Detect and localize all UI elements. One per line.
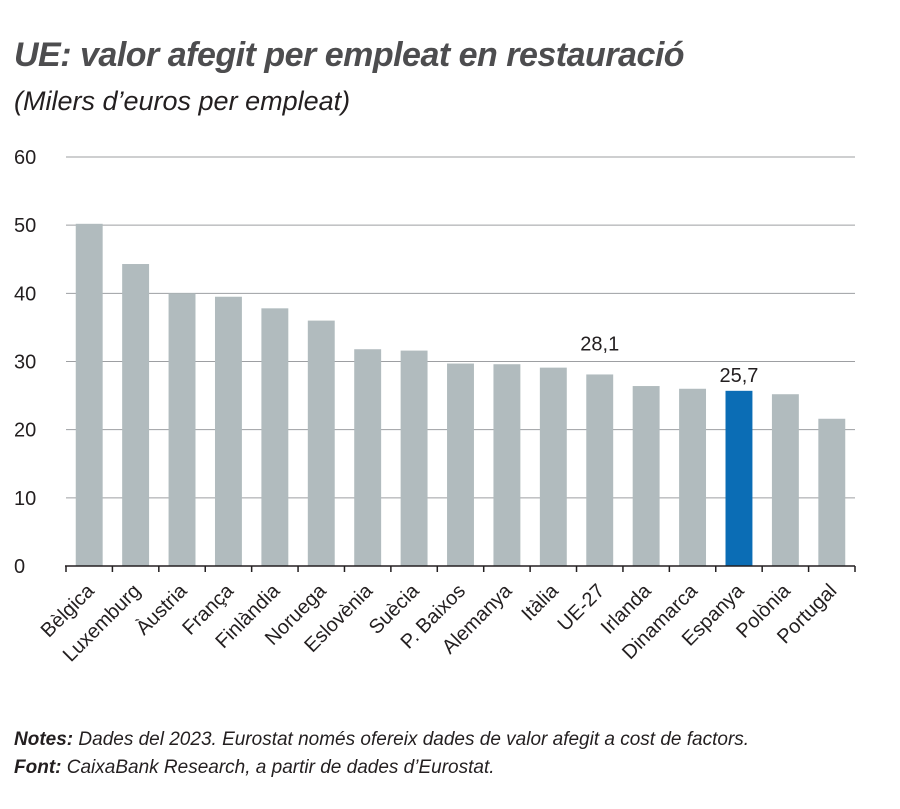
bar-chart: 0102030405060BèlgicaLuxemburgÀustriaFran…: [14, 147, 856, 666]
bar: [75, 223, 103, 566]
bar: [771, 394, 799, 566]
bar: [400, 350, 428, 566]
bar: [354, 349, 382, 566]
source-text: CaixaBank Research, a partir de dades d’…: [61, 757, 495, 778]
bar: [214, 296, 242, 566]
bar: [818, 418, 846, 566]
bar: [307, 320, 335, 566]
y-tick-label: 20: [14, 420, 36, 442]
source-line: Font: CaixaBank Research, a partir de da…: [14, 754, 749, 782]
bar: [679, 388, 707, 566]
y-tick-label: 60: [14, 147, 36, 169]
bar: [539, 367, 567, 566]
chart-title: UE: valor afegit per empleat en restaura…: [14, 36, 685, 74]
data-label: 28,1: [580, 333, 619, 355]
notes-line: Notes: Dades del 2023. Eurostat només of…: [14, 726, 749, 754]
bar: [168, 293, 196, 566]
chart-subtitle: (Milers d’euros per empleat): [14, 86, 351, 116]
bar: [632, 386, 660, 566]
bar: [493, 364, 521, 566]
bar: [725, 390, 753, 566]
x-tick-label: Àustria: [131, 579, 192, 640]
data-label: 25,7: [720, 365, 759, 387]
y-tick-label: 10: [14, 488, 36, 510]
y-tick-label: 40: [14, 283, 36, 305]
source-label: Font:: [14, 757, 62, 778]
bar: [447, 363, 474, 566]
bar: [586, 374, 614, 566]
notes-text: Dades del 2023. Eurostat només ofereix d…: [73, 729, 750, 750]
bar: [261, 308, 289, 566]
bar: [122, 264, 150, 566]
notes-label: Notes:: [14, 729, 74, 750]
y-tick-label: 50: [14, 215, 36, 237]
y-tick-label: 30: [14, 352, 36, 374]
chart-notes: Notes: Dades del 2023. Eurostat només of…: [14, 726, 749, 782]
y-tick-label: 0: [14, 556, 25, 578]
